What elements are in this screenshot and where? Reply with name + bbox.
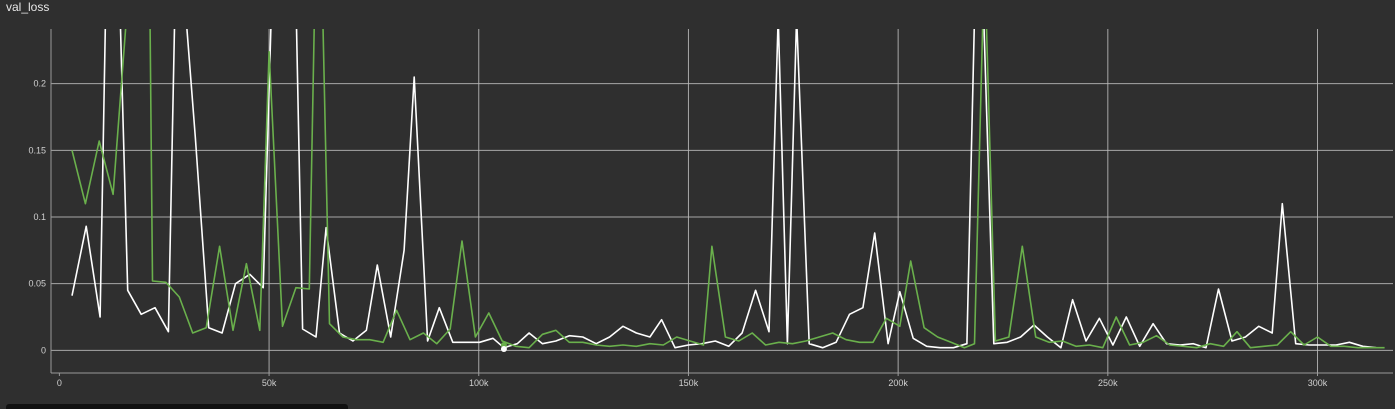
x-tick-label: 300k xyxy=(1308,378,1328,388)
x-tick-label: 200k xyxy=(888,378,908,388)
x-tick-label: 150k xyxy=(679,378,699,388)
series-line-2 xyxy=(71,29,1385,349)
bottom-panel-edge xyxy=(6,404,348,409)
y-tick-labels: 0 0.05 0.1 0.15 0.2 xyxy=(28,79,46,356)
x-tick-label: 0 xyxy=(57,378,62,388)
chart-title: val_loss xyxy=(6,0,50,14)
y-tick-label: 0.2 xyxy=(33,79,46,89)
hover-markers xyxy=(500,342,507,352)
x-tick-labels: 0 50k 100k 150k 200k 250k 300k xyxy=(57,378,1328,388)
series-line-1 xyxy=(71,29,1377,349)
series-group xyxy=(71,29,1385,349)
y-tick-label: 0.15 xyxy=(28,145,46,155)
gridlines xyxy=(51,29,1393,373)
x-tick-label: 250k xyxy=(1098,378,1118,388)
y-tick-label: 0.1 xyxy=(33,212,46,222)
y-tick-label: 0.05 xyxy=(28,279,46,289)
x-tick-label: 100k xyxy=(469,378,489,388)
y-tick-label: 0 xyxy=(41,345,46,355)
x-tick-label: 50k xyxy=(262,378,277,388)
hover-marker-2 xyxy=(500,346,507,352)
axes xyxy=(50,29,1393,376)
